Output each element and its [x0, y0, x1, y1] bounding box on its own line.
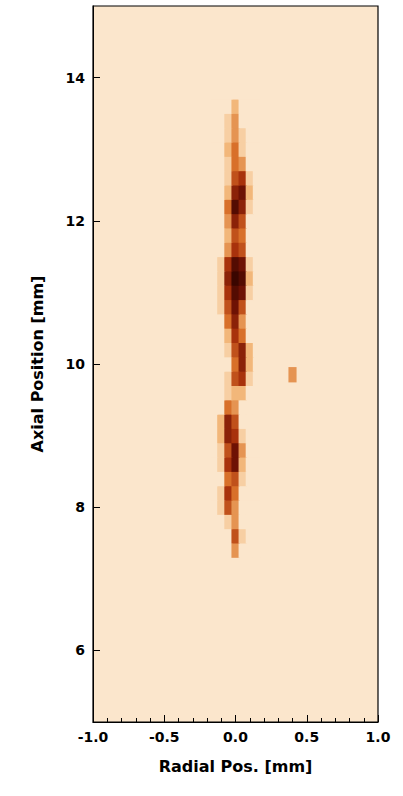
svg-text:0.0: 0.0: [223, 729, 248, 745]
svg-text:-1.0: -1.0: [78, 729, 109, 745]
svg-text:Axial Position [mm]: Axial Position [mm]: [28, 276, 47, 453]
svg-text:6: 6: [75, 642, 85, 658]
svg-text:1.0: 1.0: [366, 729, 391, 745]
svg-text:0.5: 0.5: [294, 729, 319, 745]
svg-text:10: 10: [66, 356, 86, 372]
svg-text:14: 14: [66, 70, 86, 86]
svg-text:12: 12: [66, 213, 85, 229]
svg-text:-0.5: -0.5: [149, 729, 180, 745]
svg-text:8: 8: [75, 499, 85, 515]
svg-text:Radial Pos. [mm]: Radial Pos. [mm]: [159, 757, 313, 776]
